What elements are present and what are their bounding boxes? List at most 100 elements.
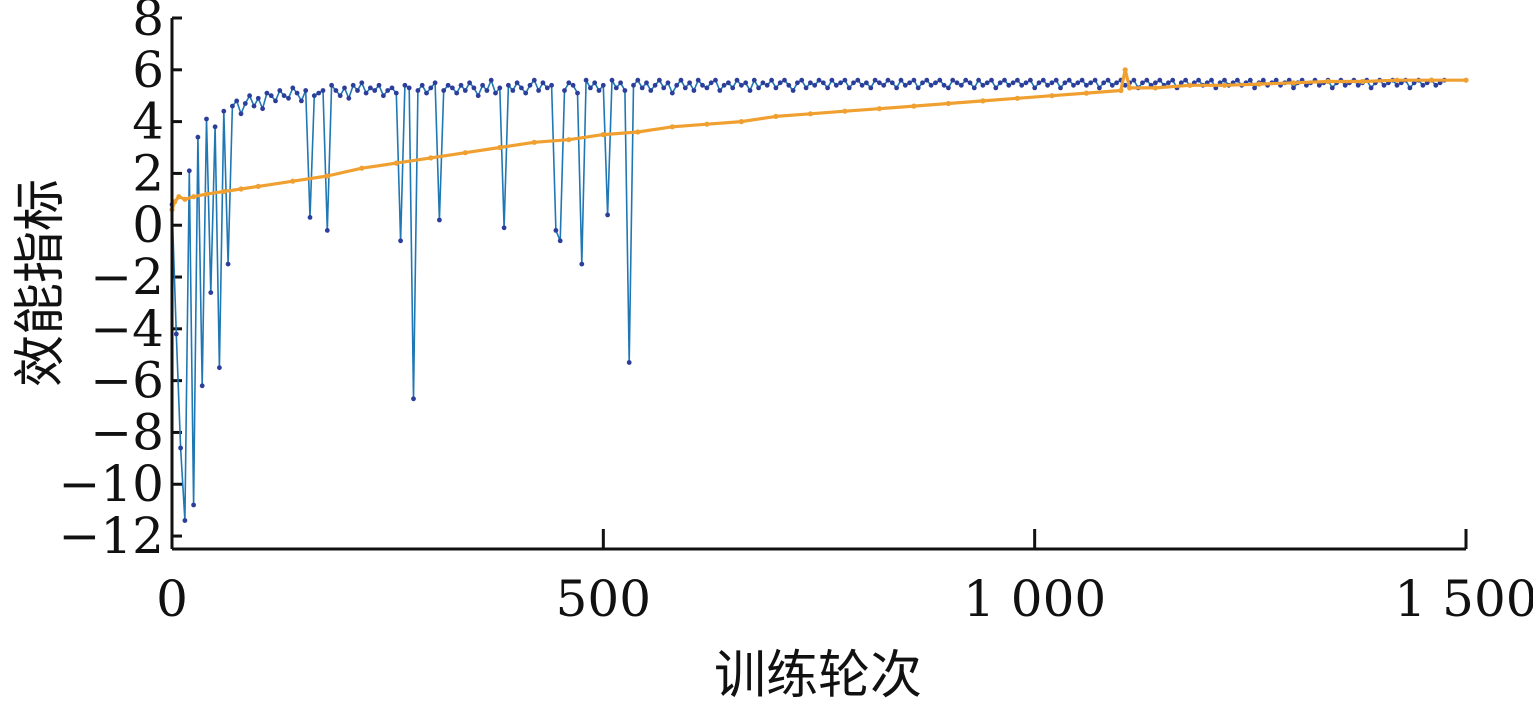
series-raw-point	[877, 80, 882, 86]
series-smoothed-point	[1083, 90, 1089, 96]
series-raw-point	[566, 80, 572, 86]
series-raw-point	[1144, 77, 1150, 83]
series-raw-point	[1252, 85, 1257, 91]
series-raw-point	[1178, 80, 1184, 86]
series-raw-point	[631, 82, 636, 88]
series-raw-point	[316, 90, 322, 96]
series-raw-point	[549, 82, 554, 88]
series-raw-point	[1122, 82, 1128, 88]
series-raw-point	[419, 82, 425, 88]
series-raw-point	[268, 93, 274, 99]
series-raw-point	[898, 77, 904, 83]
series-smoothed-point	[203, 191, 210, 197]
series-raw-point	[997, 80, 1003, 86]
series-raw-point	[415, 88, 421, 93]
series-raw-point	[907, 80, 912, 86]
series-smoothed-point	[290, 178, 296, 184]
series-smoothed-point	[1256, 81, 1262, 87]
series-raw-point	[1304, 82, 1309, 88]
series-raw-point	[212, 124, 218, 130]
series-smoothed-point	[1127, 85, 1133, 91]
series-raw-point	[1071, 82, 1076, 88]
series-raw-point	[924, 77, 930, 83]
series-smoothed-point	[635, 129, 641, 135]
series-raw-point	[307, 215, 313, 220]
y-tick-label: −4	[90, 300, 164, 358]
series-raw-point	[1407, 85, 1413, 91]
y-tick-label: −6	[90, 352, 164, 410]
series-raw-point	[950, 77, 956, 83]
series-raw-point	[639, 85, 645, 91]
series-raw-point	[691, 88, 697, 93]
series-raw-point	[695, 77, 701, 83]
series-raw-point	[208, 290, 214, 295]
series-raw-point	[915, 85, 921, 91]
series-raw-point	[674, 82, 680, 88]
series-raw-point	[777, 80, 783, 86]
series-raw-point	[510, 88, 516, 93]
series-smoothed-point	[1122, 67, 1128, 73]
series-raw-point	[230, 103, 235, 109]
series-raw-point	[717, 88, 723, 93]
series-raw-point	[669, 90, 675, 96]
series-raw-point	[859, 82, 865, 88]
series-raw-point	[493, 90, 498, 96]
series-smoothed-point	[1359, 78, 1366, 85]
series-raw-point	[480, 82, 485, 88]
series-raw-point	[217, 365, 222, 371]
series-raw-point	[199, 383, 205, 389]
series-raw-point	[825, 85, 830, 91]
series-raw-point	[273, 98, 278, 104]
series-raw-point	[665, 80, 671, 86]
series-raw-point	[1084, 82, 1089, 88]
series-smoothed-point	[704, 121, 710, 127]
series-raw-point	[855, 77, 861, 83]
series-raw-point	[592, 80, 598, 86]
series-raw-point	[488, 77, 494, 83]
series-raw-point	[635, 77, 641, 83]
series-raw-point	[743, 80, 749, 86]
series-raw-point	[833, 82, 839, 88]
series-raw-point	[471, 85, 477, 91]
x-tick-label: 500	[556, 570, 651, 628]
series-raw-point	[579, 261, 585, 267]
series-raw-point	[195, 134, 201, 140]
series-raw-point	[1140, 80, 1145, 86]
series-raw-point	[1114, 80, 1119, 86]
series-raw-point	[747, 88, 753, 93]
series-raw-point	[506, 82, 511, 88]
series-raw-point	[1075, 80, 1081, 86]
y-tick-label: 4	[132, 93, 164, 151]
series-raw-point	[687, 80, 692, 86]
series-raw-point	[648, 88, 654, 93]
series-raw-point	[1131, 77, 1137, 83]
series-smoothed-point	[1118, 87, 1124, 94]
series-raw-point	[1433, 82, 1439, 88]
series-raw-point	[773, 85, 779, 91]
series-raw-point	[389, 85, 395, 91]
series-raw-point	[1157, 77, 1163, 83]
series-raw-point	[1023, 80, 1029, 86]
series-smoothed-point	[191, 194, 197, 200]
series-smoothed-point	[911, 103, 917, 109]
series-raw-point	[842, 77, 848, 83]
series-smoothed-point	[1463, 77, 1469, 83]
series-raw-point	[467, 80, 472, 86]
series-raw-point	[1092, 77, 1098, 83]
series-smoothed-point	[531, 139, 537, 145]
series-raw-point	[393, 90, 399, 96]
series-smoothed-point	[324, 173, 330, 179]
series-smoothed-point	[842, 108, 848, 114]
series-raw-point	[260, 106, 265, 112]
series-raw-point	[600, 82, 606, 88]
series-raw-point	[958, 82, 964, 88]
series-raw-point	[902, 82, 908, 88]
series-raw-point	[928, 82, 934, 88]
series-raw-point	[971, 85, 977, 91]
series-raw-point	[1209, 77, 1214, 83]
series-raw-point	[1329, 85, 1335, 91]
series-raw-point	[713, 77, 718, 83]
series-raw-point	[363, 90, 369, 96]
